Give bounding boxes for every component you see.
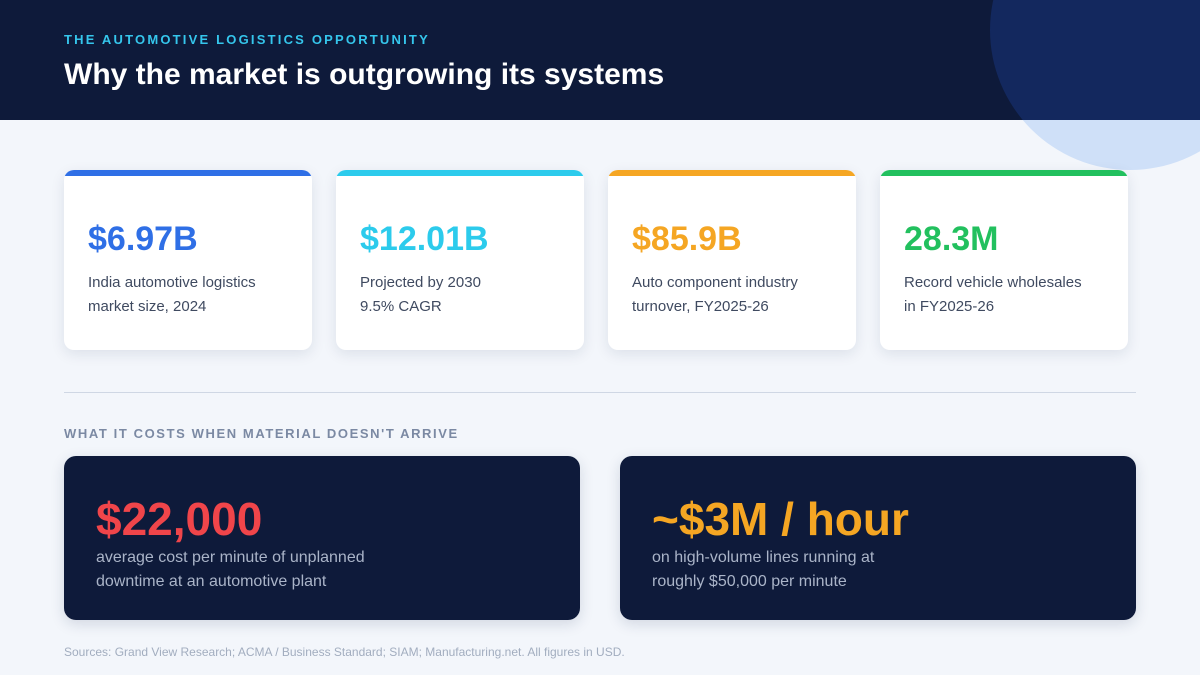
sources: Sources: Grand View Research; ACMA / Bus…	[64, 645, 625, 659]
stat-card: 28.3M Record vehicle wholesales in FY202…	[880, 170, 1128, 350]
stat-label: in FY2025-26	[904, 298, 995, 315]
cost-label: on high-volume lines running at	[652, 549, 875, 566]
cost-card: ~$3M / hour on high-volume lines running…	[620, 456, 1136, 620]
stat-label: Record vehicle wholesales	[904, 274, 1082, 291]
cost-label: downtime at an automotive plant	[96, 573, 327, 590]
stat-card: $85.9B Auto component industry turnover,…	[608, 170, 856, 350]
stat-label: Auto component industry	[632, 274, 798, 291]
title: Why the market is outgrowing its systems	[64, 58, 665, 91]
accent-bar	[608, 170, 856, 176]
section-label: WHAT IT COSTS WHEN MATERIAL DOESN'T ARRI…	[64, 426, 459, 441]
accent-bar	[336, 170, 584, 176]
accent-bar	[880, 170, 1128, 176]
cost-label: average cost per minute of unplanned	[96, 549, 365, 566]
stat-value: $6.97B	[88, 220, 198, 258]
deco-circle	[990, 0, 1200, 120]
stat-card: $12.01B Projected by 2030 9.5% CAGR	[336, 170, 584, 350]
accent-bar	[64, 170, 312, 176]
stat-value: 28.3M	[904, 220, 999, 258]
stat-value: $85.9B	[632, 220, 742, 258]
divider	[64, 392, 1136, 393]
stat-label: Projected by 2030	[360, 274, 481, 291]
stat-label: India automotive logistics	[88, 274, 256, 291]
deco-circle	[1022, 120, 1200, 170]
stat-label: 9.5% CAGR	[360, 298, 442, 315]
cost-card: $22,000 average cost per minute of unpla…	[64, 456, 580, 620]
stat-label: market size, 2024	[88, 298, 207, 315]
cost-label: roughly $50,000 per minute	[652, 573, 847, 590]
kicker: THE AUTOMOTIVE LOGISTICS OPPORTUNITY	[64, 32, 430, 47]
stat-card: $6.97B India automotive logistics market…	[64, 170, 312, 350]
cost-value: $22,000	[96, 493, 263, 545]
cost-value: ~$3M / hour	[652, 493, 909, 545]
stat-value: $12.01B	[360, 220, 489, 258]
stat-label: turnover, FY2025-26	[632, 298, 769, 315]
